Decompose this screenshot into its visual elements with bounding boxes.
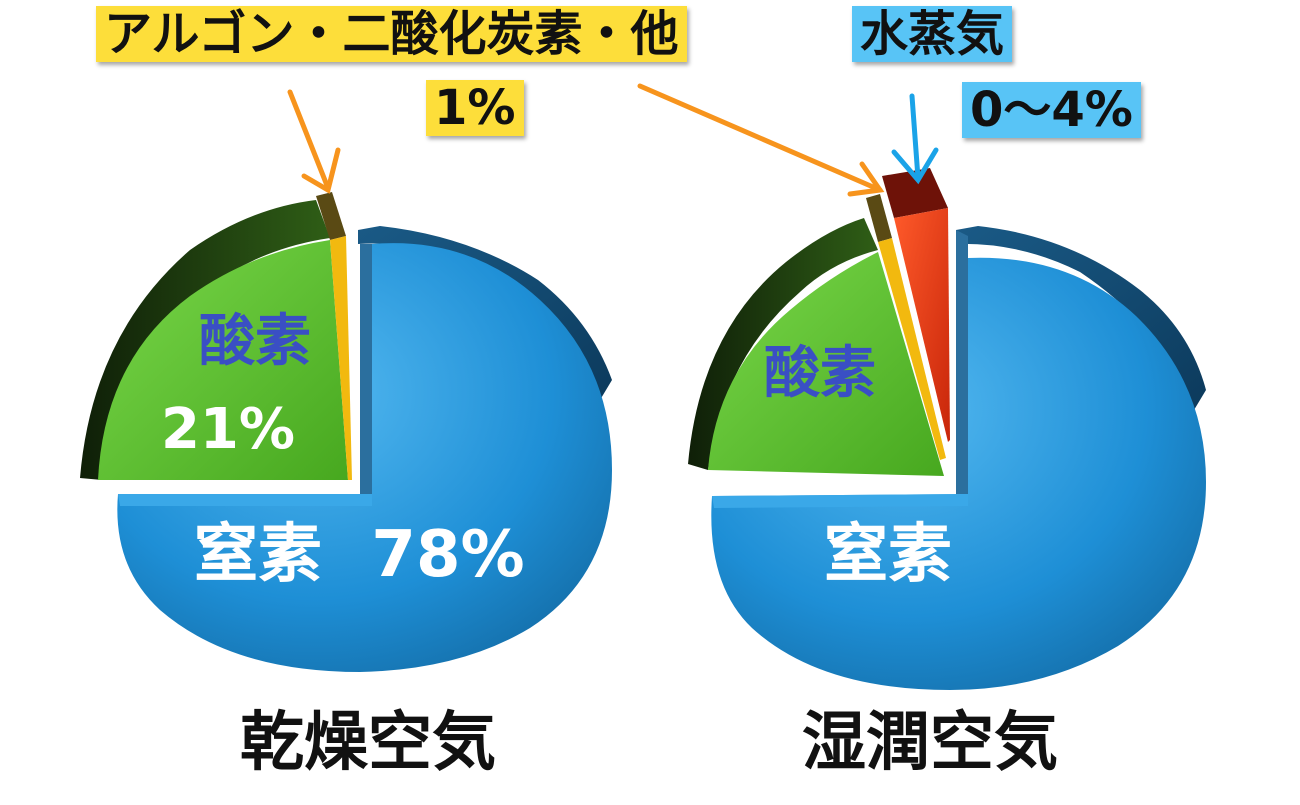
nitrogen-inner-wall-dry (360, 244, 372, 494)
argon-slice-face-dry (330, 236, 352, 480)
humid-air-title: 湿潤空気 (802, 706, 1058, 780)
oxygen-label-humid: 酸素 (764, 341, 876, 406)
vapor-slice-humid (894, 208, 950, 442)
vapor-slice-side-humid (882, 168, 948, 218)
dry-air-pie (80, 192, 613, 672)
argon-arrow-right (637, 83, 885, 197)
oxygen-label-dry: 酸素 (199, 309, 311, 374)
dry-air-title: 乾燥空気 (240, 706, 496, 780)
argon-callout-value: 1% (426, 80, 524, 136)
argon-callout-label: アルゴン・二酸化炭素・他 (96, 6, 687, 62)
argon-arrow-left (287, 89, 341, 194)
argon-slice-dry (316, 192, 346, 240)
vapor-callout-value: 0〜4% (962, 82, 1141, 138)
nitrogen-label-humid: 窒素 (824, 518, 952, 592)
oxygen-slice-side-humid (688, 218, 878, 470)
nitrogen-inner-wall-humid (956, 230, 968, 494)
oxygen-slice-humid (708, 252, 944, 476)
vapor-arrow (891, 93, 939, 185)
argon-slice-humid (866, 194, 892, 242)
nitrogen-value-dry: 78% (371, 518, 524, 592)
oxygen-slice-dry (98, 240, 348, 480)
argon-slice-face-humid (878, 238, 946, 460)
nitrogen-slice-humid (711, 257, 1206, 690)
nitrogen-bottom-rim-dry (118, 494, 372, 506)
nitrogen-slice-side-humid (956, 226, 1206, 410)
oxygen-value-dry: 21% (161, 397, 295, 462)
nitrogen-bottom-rim-humid (712, 494, 968, 508)
nitrogen-label-dry: 窒素 (194, 518, 322, 592)
vapor-callout-label: 水蒸気 (852, 6, 1013, 62)
nitrogen-slice-dry (117, 243, 613, 672)
humid-air-pie (688, 168, 1206, 690)
